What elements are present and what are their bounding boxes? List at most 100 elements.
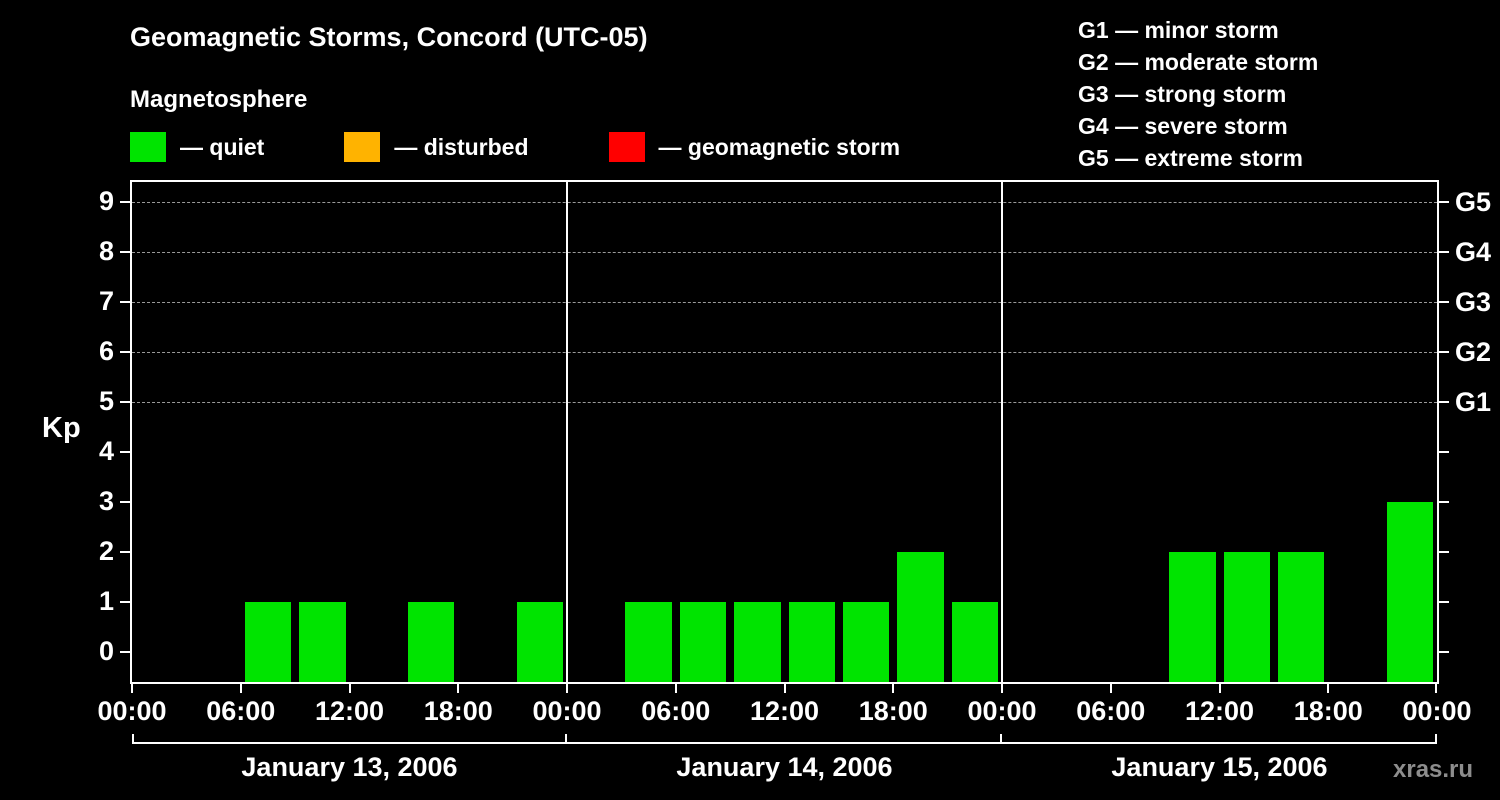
quiet-color-swatch <box>130 132 166 162</box>
y-axis-tick-right <box>1437 351 1449 353</box>
time-tick-label: 18:00 <box>423 696 493 726</box>
time-tick-label: 00:00 <box>532 696 602 726</box>
time-tick <box>1109 684 1112 693</box>
y-axis-tick-right <box>1437 501 1449 503</box>
y-axis-tick-right <box>1437 551 1449 553</box>
y-axis-tick-right <box>1437 651 1449 653</box>
time-tick-label: 00:00 <box>1402 696 1472 726</box>
kp-chart: G1 G2 G3 G4 G5 0 1 2 3 4 5 6 7 8 9 00:00 06:00 12:00 18:00… <box>97 180 1491 782</box>
y-axis-tick <box>120 451 132 453</box>
y-axis-tick-label: 1 <box>98 586 114 616</box>
kp-bar <box>516 602 563 682</box>
y-axis-tick <box>120 651 132 653</box>
kp-bar <box>788 602 835 682</box>
y-axis-tick <box>120 201 132 203</box>
day-bracket-tick <box>1435 734 1437 744</box>
kp-bar <box>299 602 346 682</box>
time-tick <box>1327 684 1330 693</box>
kp-bar <box>1277 552 1325 682</box>
y-axis-tick-label: 2 <box>98 536 114 566</box>
chart-subtitle: Magnetosphere <box>130 86 308 113</box>
day-date-label: January 13, 2006 <box>241 752 458 782</box>
kp-bar <box>1386 502 1433 682</box>
day-bracket <box>132 742 567 744</box>
time-tick <box>131 684 133 693</box>
y-axis-tick-right <box>1437 301 1449 303</box>
day-separator <box>1001 182 1003 682</box>
storm-scale-item-g3: G3 — strong storm <box>1078 81 1287 107</box>
y-axis-tick <box>120 401 132 403</box>
right-axis-label: G2 <box>1455 337 1492 367</box>
gridline <box>132 202 1437 203</box>
time-tick <box>892 684 895 693</box>
storm-scale-item-g5: G5 — extreme storm <box>1078 145 1303 171</box>
y-axis-tick-label: 5 <box>98 386 114 416</box>
y-axis-tick-label: 0 <box>98 636 114 666</box>
right-axis-label: G1 <box>1455 387 1492 417</box>
time-tick <box>1218 684 1221 693</box>
day-date-label: January 14, 2006 <box>676 752 893 782</box>
time-tick-label: 12:00 <box>314 696 385 726</box>
time-tick-label: 18:00 <box>1293 696 1363 726</box>
time-tick-label: 00:00 <box>967 696 1037 726</box>
time-tick-label: 06:00 <box>206 696 276 726</box>
y-axis-title: Kp <box>42 412 81 444</box>
kp-bar <box>625 602 672 682</box>
y-axis-tick <box>120 501 132 503</box>
kp-bar <box>734 602 781 682</box>
gridline <box>132 352 1437 353</box>
storm-scale-item-g2: G2 — moderate storm <box>1078 49 1319 75</box>
right-axis-label: G3 <box>1455 287 1492 317</box>
chart-title: Geomagnetic Storms, Concord (UTC-05) <box>130 22 648 52</box>
watermark: xras.ru <box>1393 756 1474 783</box>
y-axis-tick-label: 3 <box>98 486 114 516</box>
gridline <box>132 252 1437 253</box>
day-bracket-tick <box>565 734 567 744</box>
y-axis-tick-right <box>1437 251 1449 253</box>
y-axis-tick-label: 9 <box>98 186 114 216</box>
y-axis-tick <box>120 301 132 303</box>
storm-scale-item-g1: G1 — minor storm <box>1078 17 1279 43</box>
kp-bar <box>951 602 998 682</box>
day-bracket <box>567 742 1002 744</box>
y-axis-tick <box>120 601 132 603</box>
storm-color-swatch <box>608 132 645 162</box>
time-tick <box>674 684 677 693</box>
time-tick <box>566 684 568 693</box>
time-tick-label: 18:00 <box>858 696 928 726</box>
time-tick-label: 12:00 <box>749 696 820 726</box>
kp-bar <box>244 602 292 682</box>
day-separator <box>566 182 568 682</box>
right-axis-label: G4 <box>1455 237 1492 267</box>
legend-label-storm: — geomagnetic storm <box>658 133 901 160</box>
kp-bar <box>842 602 890 682</box>
time-tick <box>457 684 460 693</box>
legend-item-quiet: — quiet <box>130 132 264 162</box>
kp-bar <box>407 602 455 682</box>
gridline <box>132 302 1437 303</box>
kp-bar <box>1169 552 1216 682</box>
legend-label-disturbed: — disturbed <box>394 133 529 160</box>
y-axis-tick <box>120 351 132 353</box>
y-axis-tick-right <box>1437 201 1449 203</box>
day-date-label: January 15, 2006 <box>1111 752 1328 782</box>
day-bracket-tick <box>1000 734 1002 744</box>
legend-item-storm: — geomagnetic storm <box>608 132 901 162</box>
y-axis-tick-label: 4 <box>98 436 114 466</box>
time-tick-label: 00:00 <box>97 696 167 726</box>
y-axis-tick-label: 8 <box>98 236 114 266</box>
y-axis-tick-right <box>1437 451 1449 453</box>
storm-scale-legend: G1 — minor storm G2 — moderate storm G3 … <box>1078 14 1318 174</box>
time-tick <box>348 684 351 693</box>
time-tick <box>1435 684 1437 693</box>
time-tick <box>783 684 786 693</box>
kp-bar <box>897 552 944 682</box>
time-tick-label: 06:00 <box>641 696 711 726</box>
day-bracket <box>1002 742 1437 744</box>
y-axis-tick-label: 7 <box>98 286 114 316</box>
kp-bar <box>679 602 727 682</box>
y-axis-tick <box>120 251 132 253</box>
legend-label-quiet: — quiet <box>180 133 265 160</box>
disturbed-color-swatch <box>344 132 381 162</box>
y-axis-tick-right <box>1437 401 1449 403</box>
